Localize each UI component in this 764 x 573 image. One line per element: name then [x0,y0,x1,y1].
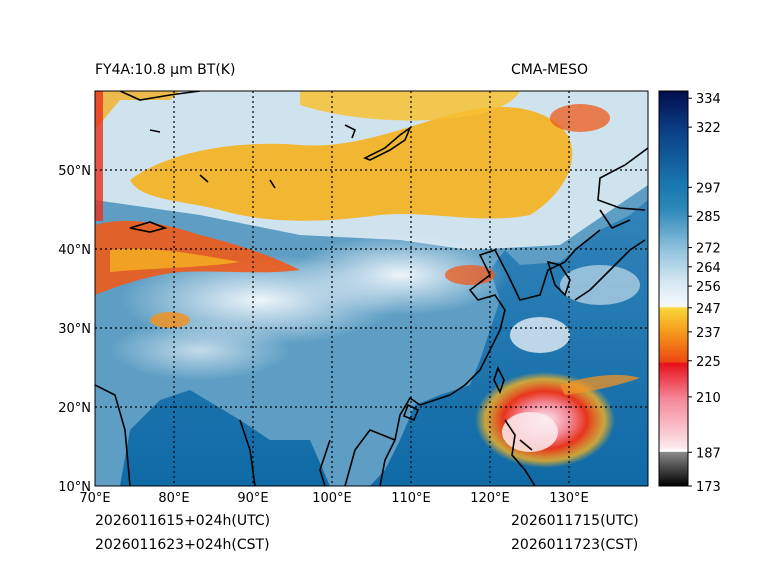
convective-tail [560,374,640,395]
lon-tick-labels: 70°E 80°E 90°E 100°E 110°E 120°E 130°E [79,491,588,506]
colorbar-gradient [659,91,688,486]
coast-philippines [504,419,536,486]
lon-label-120: 120°E [470,491,510,506]
colorbar-tick-label: 322 [696,121,721,136]
colorbar-tick-label: 334 [696,92,721,107]
colorbar-tick-label: 173 [696,480,721,495]
cloud-patch-india [150,312,190,328]
lat-label-20: 20°N [58,401,91,416]
cloud-japan [560,265,640,305]
colorbar-tick-label: 256 [696,280,721,295]
cloud-band-top [300,91,520,121]
map-border [94,90,649,487]
map-panel [95,91,648,486]
coast-lakes [149,124,357,189]
colorbar-tick-label: 264 [696,261,721,276]
lon-label-100: 100°E [312,491,352,506]
coast-korea [546,260,571,297]
colorbar-border [658,90,689,487]
colorbar-ticks: 173 187 210 225 237 247 256 264 272 285 297 322 334 [688,92,721,495]
valid-time-utc: 2026011715(UTC) [511,513,639,529]
coast-taiwan [493,365,505,395]
china-white [290,235,510,315]
colorbar-tick-label: 210 [696,391,721,406]
lon-label-70: 70°E [79,491,110,506]
init-time-cst: 2026011623+024h(CST) [95,537,270,553]
cloud-patch-yellowsea [445,265,495,285]
cloud-top-left [95,91,180,130]
left-title: FY4A:10.8 µm BT(K) [95,62,236,78]
init-time-utc: 2026011615+024h(UTC) [95,513,271,529]
coast-indochina [319,429,396,486]
cloud-band-north [130,106,573,221]
colorbar-tick-label: 247 [696,302,721,317]
colorbar-tick-label: 187 [696,446,721,461]
lat-label-30: 30°N [58,322,91,337]
coast-arctic [119,91,201,101]
colorbar-tick-label: 225 [696,355,721,370]
cloud-patch-northeast [550,104,610,132]
coast-hainan [402,403,420,422]
colorbar-tick-label: 237 [696,326,721,341]
coast-india [95,384,256,486]
lat-tick-labels: 10°N 20°N 30°N 40°N 50°N [58,164,91,495]
lon-label-90: 90°E [237,491,268,506]
cloud-east-china-sea [510,317,570,353]
lat-label-50: 50°N [58,164,91,179]
lon-label-130: 130°E [549,491,589,506]
graticule [95,91,648,486]
colorbar-tick-label: 297 [696,181,721,196]
coast-balkhash [129,221,168,233]
convective-system-core [502,412,558,452]
india-white [110,320,290,380]
cloud-streaks-west-2 [110,248,240,272]
right-title: CMA-MESO [511,62,589,78]
valid-time-cst: 2026011723(CST) [511,537,639,553]
red-edge-left [95,91,103,221]
colorbar-tick-label: 285 [696,210,721,225]
coast-baikal [363,125,412,161]
coast-east-asia [379,147,648,486]
lon-label-110: 110°E [391,491,431,506]
lon-label-80: 80°E [158,491,189,506]
lat-label-10: 10°N [58,480,91,495]
lat-label-40: 40°N [58,243,91,258]
coastlines [95,91,648,486]
coast-japan [574,209,646,301]
colorbar-tick-label: 272 [696,242,721,257]
colorbar: 173 187 210 225 237 247 256 264 272 285 297 322 334 [658,90,721,495]
